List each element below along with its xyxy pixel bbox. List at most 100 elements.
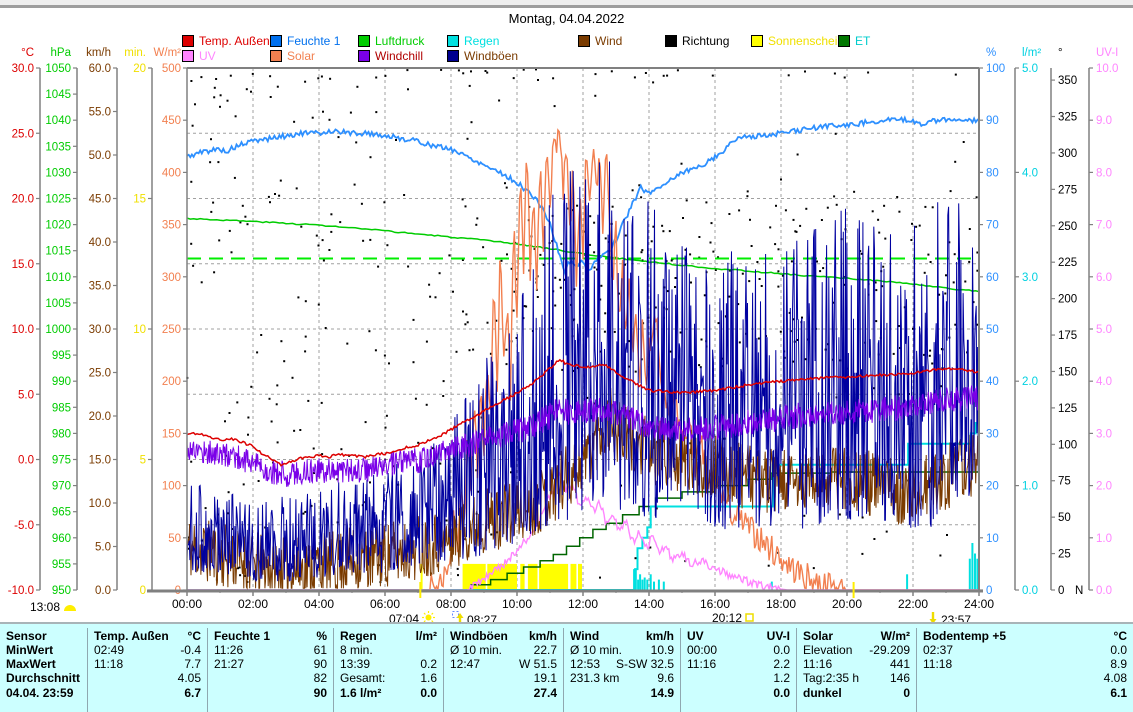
table-cell-time: 11:18 bbox=[923, 657, 952, 671]
axis-temp: -10.0-5.00.05.010.015.020.025.030.0°C bbox=[8, 47, 40, 597]
svg-text:50: 50 bbox=[168, 533, 181, 545]
x-tick-label: 04:00 bbox=[304, 597, 334, 611]
svg-text:0: 0 bbox=[1058, 585, 1064, 597]
table-cell-value: 9.6 bbox=[657, 671, 674, 685]
axis-unit-pct: % bbox=[986, 47, 996, 59]
svg-text:20.0: 20.0 bbox=[12, 194, 34, 206]
svg-text:30: 30 bbox=[986, 428, 999, 440]
table-column-name: Feuchte 1 bbox=[214, 629, 270, 643]
table-row-label: 04.04. 23:59 bbox=[6, 685, 81, 700]
svg-text:970: 970 bbox=[52, 481, 71, 493]
svg-text:50.0: 50.0 bbox=[89, 150, 111, 162]
svg-text:0.0: 0.0 bbox=[1096, 585, 1112, 597]
svg-text:325: 325 bbox=[1058, 112, 1077, 124]
axis-kmh: 0.05.010.015.020.025.030.035.040.045.050… bbox=[86, 47, 117, 597]
svg-text:-5.0: -5.0 bbox=[14, 520, 34, 532]
svg-text:20: 20 bbox=[986, 481, 999, 493]
svg-text:1035: 1035 bbox=[45, 141, 71, 153]
table-column-Temp. Außen: Temp. Außen°C02:49-0.411:187.74.056.7 bbox=[88, 628, 208, 712]
svg-text:10.0: 10.0 bbox=[1096, 63, 1118, 75]
weather-chart: -10.0-5.00.05.010.015.020.025.030.0°C950… bbox=[0, 0, 1133, 712]
table-row-label: Sensor bbox=[6, 628, 81, 643]
axis-hpa: 9509559609659709759809859909951000100510… bbox=[45, 47, 77, 597]
axis-unit-deg: ° bbox=[1058, 47, 1063, 59]
svg-text:9.0: 9.0 bbox=[1096, 115, 1112, 127]
svg-text:0: 0 bbox=[140, 585, 146, 597]
table-cell-value: 6.7 bbox=[184, 686, 201, 700]
svg-text:15.0: 15.0 bbox=[89, 455, 111, 467]
table-cell-time: 8 min. bbox=[340, 643, 373, 657]
svg-text:55.0: 55.0 bbox=[89, 107, 111, 119]
table-cell-value: 90 bbox=[314, 686, 327, 700]
table-cell-value: -29.209 bbox=[869, 643, 910, 657]
table-cell-value: 8.9 bbox=[1110, 657, 1127, 671]
axis-unit-kmh: km/h bbox=[86, 47, 111, 59]
marker-time-label: 13:08 bbox=[30, 600, 60, 614]
svg-text:995: 995 bbox=[52, 350, 71, 362]
svg-text:950: 950 bbox=[52, 585, 71, 597]
table-cell-value: -0.4 bbox=[180, 643, 201, 657]
table-column-name: UV bbox=[687, 629, 704, 643]
svg-text:350: 350 bbox=[162, 220, 181, 232]
svg-text:80: 80 bbox=[986, 167, 999, 179]
svg-text:2.0: 2.0 bbox=[1096, 481, 1112, 493]
table-column-unit: UV-I bbox=[767, 629, 790, 643]
svg-text:20.0: 20.0 bbox=[89, 411, 111, 423]
table-column-name: Bodentemp +5 bbox=[923, 629, 1006, 643]
svg-text:6.0: 6.0 bbox=[1096, 272, 1112, 284]
table-cell-value: W 51.5 bbox=[519, 657, 557, 671]
axis-unit-min: min. bbox=[124, 47, 146, 59]
axis-pct: 0102030405060708090100% bbox=[979, 47, 1005, 597]
svg-text:450: 450 bbox=[162, 115, 181, 127]
svg-text:500: 500 bbox=[162, 63, 181, 75]
svg-text:200: 200 bbox=[1058, 294, 1077, 306]
svg-text:0.0: 0.0 bbox=[1022, 585, 1038, 597]
svg-text:5.0: 5.0 bbox=[18, 389, 34, 401]
table-column-unit: km/h bbox=[646, 629, 674, 643]
table-column-name: Windböen bbox=[450, 629, 508, 643]
table-column-Bodentemp +5: Bodentemp +5°C02:370.011:188.94.086.1 bbox=[917, 628, 1133, 712]
svg-text:955: 955 bbox=[52, 559, 71, 571]
svg-text:350: 350 bbox=[1058, 75, 1077, 87]
svg-text:25.0: 25.0 bbox=[89, 368, 111, 380]
table-cell-time: 1.6 l/m² bbox=[340, 686, 381, 700]
x-tick-label: 18:00 bbox=[766, 597, 796, 611]
svg-text:250: 250 bbox=[162, 324, 181, 336]
svg-text:1.0: 1.0 bbox=[1022, 481, 1038, 493]
svg-text:-10.0: -10.0 bbox=[8, 585, 34, 597]
table-cell-time: 02:49 bbox=[94, 643, 124, 657]
svg-text:10.0: 10.0 bbox=[12, 324, 34, 336]
table-column-Feuchte 1: Feuchte 1%11:266121:27908290 bbox=[208, 628, 334, 712]
svg-text:1025: 1025 bbox=[45, 194, 71, 206]
svg-text:975: 975 bbox=[52, 455, 71, 467]
svg-text:125: 125 bbox=[1058, 403, 1077, 415]
svg-text:965: 965 bbox=[52, 507, 71, 519]
svg-text:1000: 1000 bbox=[45, 324, 71, 336]
x-tick-label: 12:00 bbox=[568, 597, 598, 611]
table-cell-value: 146 bbox=[890, 671, 910, 685]
table-column-Wind: Windkm/hØ 10 min.10.912:53S-SW 32.5231.3… bbox=[564, 628, 681, 712]
table-column-Windböen: Windböenkm/hØ 10 min.22.712:47W 51.519.1… bbox=[444, 628, 564, 712]
svg-text:1020: 1020 bbox=[45, 220, 71, 232]
svg-text:400: 400 bbox=[162, 167, 181, 179]
svg-text:100: 100 bbox=[986, 63, 1005, 75]
table-cell-time: 11:16 bbox=[803, 657, 832, 671]
table-cell-value: 22.7 bbox=[534, 643, 557, 657]
table-cell-value: 1.2 bbox=[773, 671, 790, 685]
svg-text:10.0: 10.0 bbox=[89, 498, 111, 510]
table-cell-time: Ø 10 min. bbox=[570, 643, 622, 657]
x-tick-label: 02:00 bbox=[238, 597, 268, 611]
table-cell-value: 0.0 bbox=[773, 686, 790, 700]
moon-dome-icon bbox=[63, 600, 77, 614]
table-column-name: Wind bbox=[570, 629, 599, 643]
svg-text:75: 75 bbox=[1058, 476, 1071, 488]
svg-text:980: 980 bbox=[52, 428, 71, 440]
svg-text:50: 50 bbox=[1058, 512, 1071, 524]
svg-text:35.0: 35.0 bbox=[89, 281, 111, 293]
svg-text:225: 225 bbox=[1058, 257, 1077, 269]
table-cell-value: 441 bbox=[890, 657, 910, 671]
x-tick-label: 24:00 bbox=[964, 597, 994, 611]
svg-text:250: 250 bbox=[1058, 221, 1077, 233]
axis-deg: 0255075100125150175200225250275300325350… bbox=[1051, 47, 1083, 597]
table-cell-value: 0.0 bbox=[773, 643, 790, 657]
